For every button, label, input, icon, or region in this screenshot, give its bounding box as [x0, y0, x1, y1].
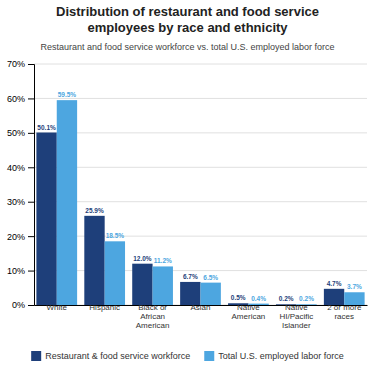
bar: [57, 100, 77, 305]
x-tick-label-line: African: [140, 312, 165, 321]
y-tick-mark: [28, 64, 34, 65]
data-label: 0.4%: [251, 295, 266, 302]
y-tick: 70%: [7, 59, 34, 69]
grid-line: [34, 236, 367, 237]
y-tick-mark: [28, 202, 34, 203]
x-tick-label-line: Islander: [282, 321, 311, 330]
grid-line: [34, 270, 367, 271]
grid-line: [34, 201, 367, 202]
y-tick: 30%: [7, 197, 34, 207]
y-tick-label: 20%: [7, 232, 25, 242]
bar: [180, 282, 200, 305]
y-tick-mark: [28, 236, 34, 237]
grid-line: [34, 64, 367, 65]
x-tick-label-line: Black or: [138, 303, 167, 312]
x-tick: 2 or moreraces: [327, 303, 362, 321]
y-tick-mark: [28, 305, 34, 306]
x-tick-label-line: 2 or more: [327, 303, 362, 312]
y-tick-mark: [28, 271, 34, 272]
y-tick-mark: [28, 133, 34, 134]
legend-item: Total U.S. employed labor force: [204, 351, 344, 361]
bar: [201, 283, 221, 305]
y-tick: 60%: [7, 94, 34, 104]
bar: [153, 266, 173, 305]
data-label: 12.0%: [133, 255, 152, 262]
legend: Restaurant & food service workforce Total…: [31, 351, 344, 361]
legend-item: Restaurant & food service workforce: [31, 351, 190, 361]
data-label: 3.7%: [347, 283, 362, 290]
data-label: 18.5%: [106, 232, 125, 239]
y-axis: 0% 10% 20% 30% 40% 50% 60% 70%: [7, 59, 35, 310]
grid-line: [34, 132, 367, 133]
x-tick-label: NativeAmerican: [232, 303, 266, 321]
x-tick-label: Asian: [190, 303, 210, 312]
x-tick-label: Hispanic: [89, 303, 120, 312]
x-tick: White: [47, 303, 68, 312]
x-tick-label-line: HI/Pacific: [279, 312, 313, 321]
data-label: 50.1%: [37, 124, 56, 131]
y-tick-label: 10%: [7, 266, 25, 276]
x-tick-label-line: American: [232, 312, 266, 321]
bar: [84, 216, 104, 305]
data-label: 6.7%: [183, 273, 198, 280]
subtitle: Restaurant and food service workforce vs…: [40, 42, 334, 52]
x-tick: Hispanic: [89, 303, 120, 312]
grid-line: [34, 167, 367, 168]
title-line: employees by race and ethnicity: [87, 20, 288, 35]
data-label: 0.2%: [279, 295, 294, 302]
x-tick-label-line: races: [334, 312, 354, 321]
y-axis-line: [28, 65, 35, 306]
y-tick-label: 60%: [7, 94, 25, 104]
legend-swatch: [31, 351, 41, 361]
x-tick-label-line: Native: [237, 303, 260, 312]
bar: [132, 264, 152, 305]
x-tick: Black orAfricanAmerican: [136, 303, 170, 330]
chart: Distribution of restaurant and food serv…: [0, 0, 375, 367]
x-tick-label: White: [47, 303, 68, 312]
title-line: Distribution of restaurant and food serv…: [56, 4, 319, 19]
legend-swatch: [204, 351, 214, 361]
y-tick-label: 50%: [7, 128, 25, 138]
data-label: 25.9%: [85, 207, 104, 214]
x-tick-label-line: Native: [285, 303, 308, 312]
y-tick-label: 70%: [7, 59, 25, 69]
y-tick: 20%: [7, 232, 34, 242]
y-tick-mark: [28, 167, 34, 168]
data-label: 6.5%: [203, 274, 218, 281]
x-tick-label-line: Asian: [190, 303, 210, 312]
x-tick-label: 2 or moreraces: [327, 303, 362, 321]
x-tick-label-line: Hispanic: [89, 303, 120, 312]
grid: [34, 64, 367, 305]
x-tick-label: Black orAfricanAmerican: [136, 303, 170, 330]
title: Distribution of restaurant and food serv…: [56, 4, 319, 35]
bars: [36, 100, 364, 305]
legend-label: Restaurant & food service workforce: [45, 351, 190, 361]
y-tick-mark: [28, 98, 34, 99]
y-tick-label: 30%: [7, 197, 25, 207]
x-tick: NativeHI/PacificIslander: [279, 303, 313, 330]
grid-line: [34, 98, 367, 99]
bar: [36, 133, 56, 305]
x-tick-label-line: White: [47, 303, 68, 312]
legend-label: Total U.S. employed labor force: [218, 351, 344, 361]
data-label: 11.2%: [154, 257, 172, 264]
x-axis: WhiteHispanicBlack orAfricanAmericanAsia…: [35, 303, 368, 330]
data-label: 0.5%: [231, 294, 246, 301]
x-tick: Asian: [190, 303, 210, 312]
x-tick: NativeAmerican: [232, 303, 266, 321]
y-tick-label: 0%: [12, 300, 25, 310]
data-labels: 50.1% 25.9% 12.0% 6.7% 0.5% 0.2% 4.7% 59.5% 18.5…: [37, 91, 362, 302]
y-tick: 50%: [7, 128, 34, 138]
y-tick: 10%: [7, 266, 34, 276]
x-tick-label-line: American: [136, 321, 170, 330]
y-tick: 0%: [12, 300, 34, 310]
y-tick-label: 40%: [7, 163, 25, 173]
data-label: 4.7%: [327, 280, 342, 287]
data-label: 59.5%: [58, 91, 77, 98]
data-label: 0.2%: [299, 295, 314, 302]
x-tick-label: NativeHI/PacificIslander: [279, 303, 313, 330]
bar: [105, 241, 125, 305]
y-tick: 40%: [7, 163, 34, 173]
